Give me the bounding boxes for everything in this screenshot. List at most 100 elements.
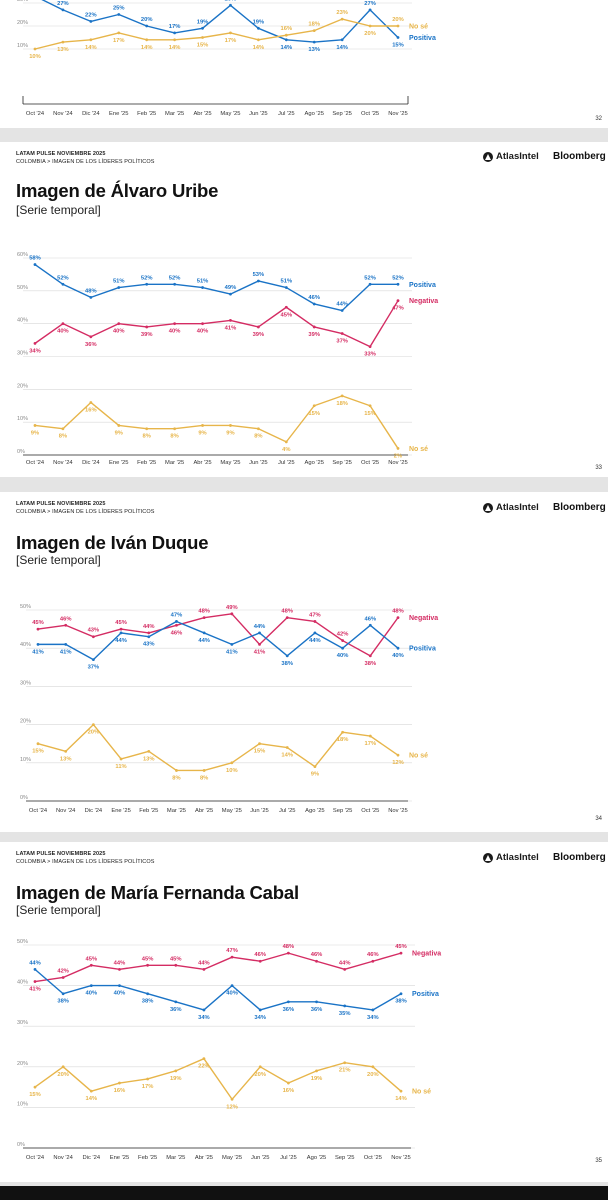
data-label: 12%: [226, 1104, 238, 1110]
data-point: [175, 769, 178, 772]
data-label: 13%: [308, 47, 320, 53]
data-point: [175, 623, 178, 627]
data-label: 40%: [226, 991, 238, 997]
data-label: 45%: [142, 956, 154, 962]
atlasintel-logo: AtlasIntel: [483, 852, 539, 863]
page-title: Imagen de Iván Duque: [16, 532, 209, 553]
data-label: 40%: [86, 991, 98, 997]
data-point: [89, 401, 93, 404]
data-label: 44%: [114, 960, 126, 966]
data-label: 46%: [311, 952, 323, 958]
y-tick-label: 10%: [17, 43, 28, 49]
data-label: 45%: [281, 312, 293, 318]
data-point: [89, 20, 93, 23]
data-point: [368, 734, 372, 738]
bloomberg-logo: Bloomberg: [553, 852, 606, 863]
x-tick-label: Nov '24: [53, 460, 73, 466]
atlas-mark-icon: [483, 852, 493, 863]
slide-32: 10% 20% 30% Oct '24 Nov '24 Dic '24 Ene '25 Feb…: [0, 0, 608, 128]
data-label: 34%: [367, 1015, 379, 1021]
data-label: 15%: [197, 43, 209, 49]
x-tick-label: Jul '25: [278, 460, 295, 466]
data-point: [64, 749, 68, 753]
data-label: 20%: [392, 17, 404, 23]
atlas-mark-icon: [483, 502, 493, 513]
data-label: 15%: [308, 411, 320, 417]
x-tick-label: Jun '25: [249, 460, 268, 466]
series-line: [34, 1057, 402, 1100]
data-point: [61, 8, 65, 12]
series-no-se: 10% 13% 14% 17% 14% 14% 15% 17% 14% 16% 18% 23% 20% 2…: [29, 10, 428, 60]
bottom-edge: [0, 1186, 608, 1200]
data-label: 15%: [29, 1092, 41, 1098]
data-point: [33, 263, 37, 266]
chart-ivan-duque: 0% 10% 20% 30% 40% 50% Oct '24 Nov '24 Dic '24 En…: [20, 604, 438, 814]
breadcrumb: COLOMBIA > IMAGEN DE LOS LÍDERES POLÍTIC…: [16, 159, 155, 165]
series-name-label: Negativa: [409, 615, 438, 622]
page-subtitle: [Serie temporal]: [16, 203, 101, 217]
x-tick-label: Feb '25: [137, 111, 156, 117]
series-line: [41, 0, 399, 43]
data-label: 44%: [115, 638, 127, 644]
data-point: [174, 963, 178, 967]
data-point: [61, 976, 65, 979]
series-name-label: Positiva: [412, 991, 439, 998]
data-label: 15%: [364, 411, 376, 417]
x-tick-label: Sep '25: [335, 1155, 354, 1161]
series-name-label: Negativa: [409, 298, 438, 305]
data-point: [229, 424, 232, 427]
data-label: 48%: [85, 288, 97, 294]
data-label: 23%: [336, 10, 348, 16]
data-label: 37%: [88, 665, 100, 671]
data-point: [399, 1089, 403, 1093]
data-point: [61, 1065, 65, 1069]
data-point: [343, 1004, 347, 1008]
data-label: 11%: [115, 764, 126, 770]
data-label: 27%: [57, 1, 69, 7]
series-name-label: Positiva: [409, 282, 436, 289]
data-point: [396, 24, 400, 28]
y-tick-label: 0%: [20, 795, 28, 801]
series-positiva: 44% 38% 40% 40% 38% 36% 34% 40% 34% 36% 36% 35% 34% 3…: [29, 960, 439, 1021]
x-tick-label: Jul '25: [279, 808, 296, 814]
data-point: [286, 1081, 290, 1085]
x-tick-label: Mar '25: [165, 460, 184, 466]
data-label: 13%: [60, 756, 72, 762]
series-name-label: No sé: [412, 1089, 431, 1096]
x-tick-label: Oct '24: [26, 111, 45, 117]
x-tick-label: Nov '25: [391, 1155, 410, 1161]
x-tick-label: Abr '25: [193, 460, 211, 466]
data-point: [89, 984, 93, 987]
data-point: [230, 984, 234, 987]
data-label: 48%: [281, 609, 293, 615]
data-point: [147, 635, 151, 639]
data-point: [202, 1008, 206, 1012]
data-label: 14%: [395, 1096, 407, 1102]
data-point: [343, 1061, 347, 1065]
data-point: [315, 959, 318, 963]
data-label: 43%: [88, 628, 100, 634]
data-point: [202, 967, 206, 971]
data-point: [285, 616, 289, 620]
x-tick-label: Nov '25: [388, 808, 407, 814]
data-point: [256, 325, 260, 329]
data-label: 48%: [283, 944, 295, 950]
data-point: [145, 325, 149, 329]
data-label: 42%: [337, 632, 349, 638]
data-label: 8%: [142, 434, 150, 440]
data-label: 41%: [225, 325, 237, 331]
data-label: 52%: [57, 275, 69, 281]
data-point: [145, 282, 149, 286]
data-point: [91, 723, 95, 726]
data-point: [312, 40, 316, 44]
data-point: [119, 631, 123, 635]
data-label: 8%: [170, 434, 178, 440]
data-label: 38%: [57, 999, 69, 1005]
data-point: [315, 1069, 318, 1073]
data-point: [175, 620, 178, 623]
x-tick-label: Jun '25: [250, 808, 269, 814]
data-label: 52%: [169, 275, 181, 281]
x-tick-label: Ago '25: [304, 460, 323, 466]
data-point: [343, 967, 347, 971]
data-point: [64, 623, 68, 627]
